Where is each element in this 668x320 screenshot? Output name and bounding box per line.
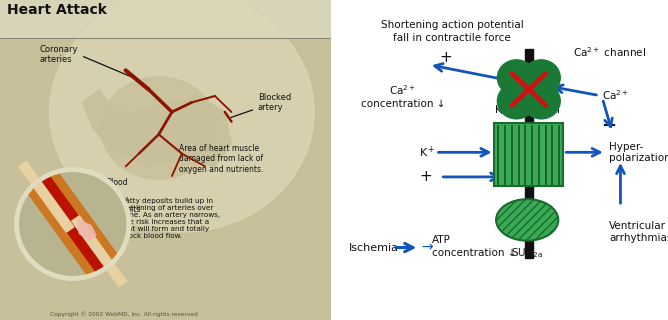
Text: $\mathregular{Ca^{2+}}$ channel: $\mathregular{Ca^{2+}}$ channel — [573, 45, 646, 60]
Text: Hyper-
polarization: Hyper- polarization — [609, 141, 668, 163]
Text: Fatty
deposits: Fatty deposits — [103, 195, 142, 219]
Polygon shape — [77, 219, 96, 240]
Text: →: → — [421, 241, 432, 254]
Text: Heart Attack: Heart Attack — [7, 3, 106, 17]
Text: Copyright © 2002 WebMD, Inc. All rights reserved: Copyright © 2002 WebMD, Inc. All rights … — [49, 312, 197, 317]
Circle shape — [17, 170, 129, 278]
Bar — [494, 123, 563, 186]
FancyBboxPatch shape — [323, 0, 668, 320]
Bar — [525, 49, 533, 258]
Ellipse shape — [496, 199, 558, 241]
Text: Ischemia: Ischemia — [349, 243, 399, 252]
Ellipse shape — [49, 0, 314, 232]
Text: Area of heart muscle
damaged from lack of
oxygen and nutrients.: Area of heart muscle damaged from lack o… — [178, 144, 263, 174]
Text: Ventricular
arrhythmias: Ventricular arrhythmias — [609, 221, 668, 243]
Bar — [0, 0, 331, 38]
Bar — [27, 172, 118, 276]
Text: $\mathregular{Ca^{2+}}$
concentration ↓: $\mathregular{Ca^{2+}}$ concentration ↓ — [361, 83, 445, 109]
Bar — [35, 177, 110, 271]
Text: ATP
concentration ↓: ATP concentration ↓ — [432, 235, 517, 258]
Bar — [35, 177, 110, 271]
Text: $\mathregular{K^+}$: $\mathregular{K^+}$ — [420, 145, 436, 160]
Text: −: − — [601, 117, 617, 135]
Circle shape — [522, 60, 560, 95]
Bar — [71, 216, 127, 286]
Text: $\mathregular{Ca^{2+}}$: $\mathregular{Ca^{2+}}$ — [603, 89, 629, 102]
Circle shape — [498, 60, 535, 95]
Circle shape — [498, 83, 535, 119]
Circle shape — [522, 83, 560, 119]
Text: Blocked
artery: Blocked artery — [230, 93, 291, 117]
Ellipse shape — [101, 77, 216, 179]
Text: Blood: Blood — [85, 178, 128, 205]
Bar — [19, 162, 73, 232]
Text: Clot: Clot — [33, 236, 84, 260]
Text: Coronary
arteries: Coronary arteries — [39, 45, 136, 79]
Text: $\mathregular{SUR_{2a}}$: $\mathregular{SUR_{2a}}$ — [511, 246, 543, 260]
Text: Fatty deposits build up in
the lining of arteries over
time. As an artery narrow: Fatty deposits build up in the lining of… — [122, 198, 220, 239]
Text: $\mathregular{K_{ATP}}$ channel: $\mathregular{K_{ATP}}$ channel — [494, 103, 560, 117]
Text: Shortening action potential
fall in contractile force: Shortening action potential fall in cont… — [381, 20, 523, 43]
Text: +: + — [420, 169, 432, 184]
Polygon shape — [83, 90, 232, 166]
Bar — [27, 172, 118, 276]
Text: +: + — [439, 50, 452, 65]
